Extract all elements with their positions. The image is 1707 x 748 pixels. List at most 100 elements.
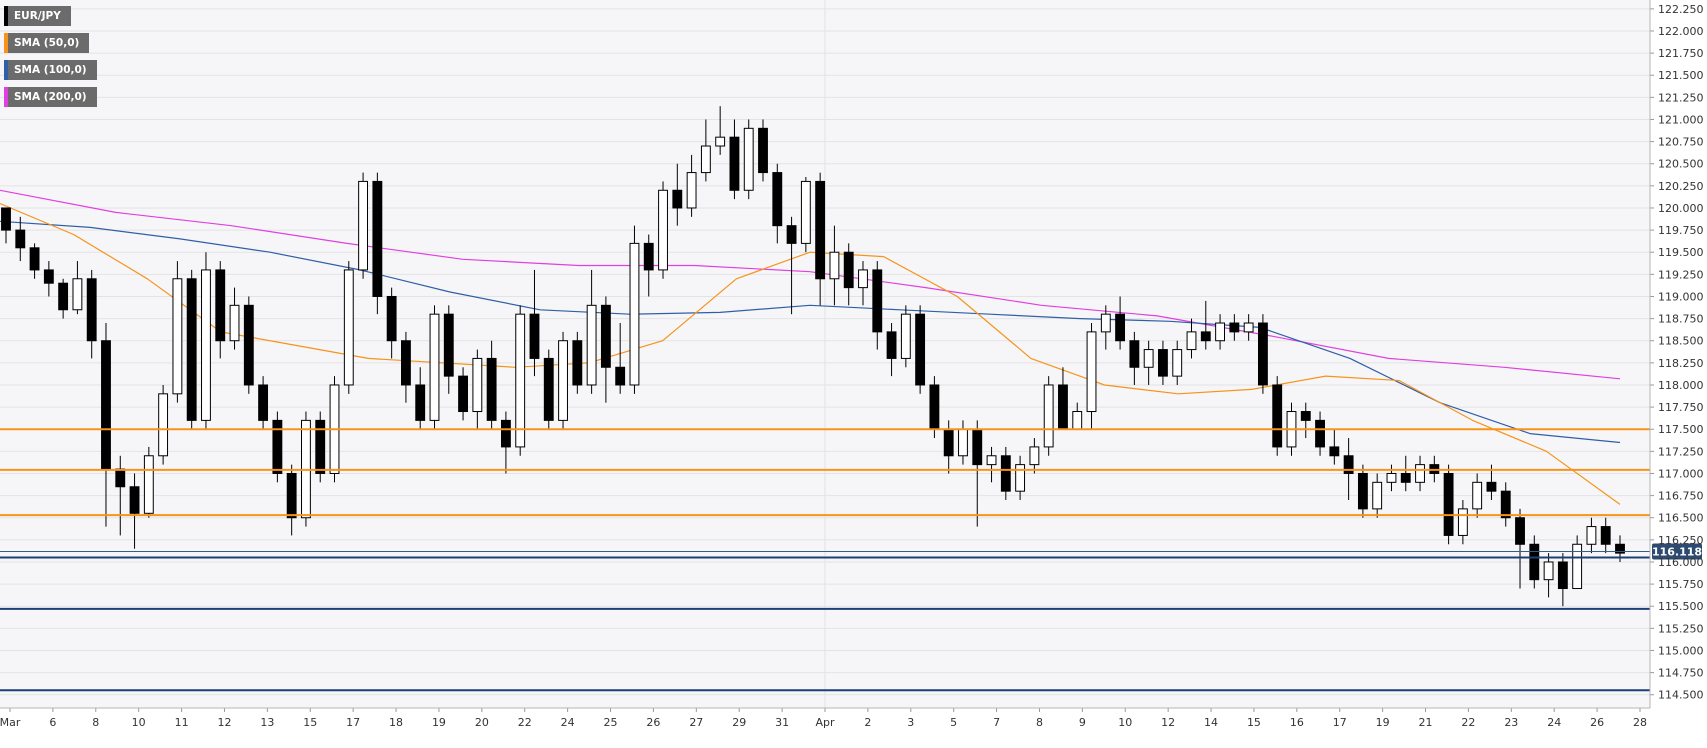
x-tick-label: 8: [1036, 716, 1043, 729]
y-tick-label: 115.750: [1658, 578, 1704, 591]
candle-body-up: [1472, 481, 1483, 510]
legend-item-label: SMA (100,0): [14, 64, 87, 76]
candle: [500, 411, 511, 474]
candle-body-down: [943, 428, 954, 457]
candle-body-down: [43, 269, 54, 284]
x-tick-label: 5: [950, 716, 957, 729]
candle-body-down: [500, 419, 511, 448]
x-tick-label: 7: [993, 716, 1000, 729]
legend-item[interactable]: SMA (200,0): [4, 87, 97, 107]
candle: [215, 261, 226, 359]
y-tick-label: 117.250: [1658, 445, 1704, 458]
y-tick-label: 118.750: [1658, 313, 1704, 326]
legend-item[interactable]: SMA (50,0): [4, 33, 90, 53]
candle-body-up: [1043, 384, 1054, 448]
candle: [1586, 517, 1597, 554]
x-tick-label: 26: [1590, 716, 1604, 729]
candle-body-up: [686, 172, 697, 209]
candle: [1457, 500, 1468, 545]
candle: [1200, 300, 1211, 350]
candle: [1315, 411, 1325, 456]
x-tick-label: 28: [1633, 716, 1647, 729]
candle: [1600, 517, 1611, 554]
candle-body-down: [129, 486, 140, 514]
candle: [529, 269, 540, 377]
x-tick-label: 15: [303, 716, 317, 729]
candle: [872, 261, 883, 350]
candle-body-down: [1, 207, 11, 231]
x-tick-label: 24: [1547, 716, 1561, 729]
candle-body-down: [872, 269, 883, 333]
candle-body-down: [1529, 543, 1540, 581]
candle: [472, 349, 483, 430]
candle-body-up: [1372, 481, 1383, 510]
candle-body-down: [843, 251, 854, 289]
candle-body-up: [1086, 331, 1097, 413]
candle: [715, 106, 726, 155]
candle-body-up: [229, 304, 240, 342]
candle-body-down: [15, 229, 26, 249]
candle-body-down: [272, 419, 283, 474]
level-layer: 116.118: [0, 428, 1702, 692]
candle-body-up: [1072, 411, 1083, 430]
candle-body-down: [401, 340, 411, 386]
candle-body-down: [1615, 543, 1625, 554]
x-tick-label: 23: [1504, 716, 1518, 729]
candle: [1500, 482, 1511, 527]
legend-item[interactable]: SMA (100,0): [4, 60, 97, 80]
candle: [372, 172, 383, 315]
candle-body-up: [343, 269, 354, 386]
candle: [1000, 446, 1011, 501]
candle-body-up: [858, 269, 868, 289]
x-tick-label: 2: [864, 716, 871, 729]
y-tick-label: 114.750: [1658, 667, 1704, 680]
y-tick-label: 119.750: [1658, 224, 1704, 237]
sma-200-line: [0, 189, 1621, 380]
y-tick-label: 121.750: [1658, 47, 1704, 60]
candle-body-up: [558, 340, 568, 421]
candle-body-up: [900, 313, 911, 359]
candle-body-down: [1400, 472, 1411, 483]
candle: [1229, 314, 1240, 341]
candle-body-down: [215, 269, 226, 342]
candle-body-up: [1243, 322, 1254, 333]
x-tick-label: 22: [518, 716, 532, 729]
candle-body-down: [1557, 561, 1568, 590]
x-tick-label: 29: [732, 716, 746, 729]
candle-body-down: [1129, 340, 1140, 368]
candle: [915, 305, 926, 394]
candle-body-up: [358, 180, 369, 271]
candle: [572, 331, 583, 394]
candle-body-down: [243, 304, 254, 386]
y-tick-label: 119.500: [1658, 246, 1704, 259]
candle-body-up: [715, 136, 726, 147]
legend-item[interactable]: EUR/JPY: [4, 6, 71, 26]
candle-body-down: [1257, 322, 1268, 386]
candle: [543, 349, 554, 430]
candle: [658, 181, 668, 279]
y-tick-label: 115.250: [1658, 622, 1704, 635]
candle: [43, 261, 54, 297]
y-tick-label: 121.250: [1658, 91, 1704, 104]
x-tick-label: 26: [646, 716, 660, 729]
candle-body-down: [1000, 455, 1011, 492]
candle-body-down: [386, 295, 397, 342]
candle: [158, 384, 169, 465]
candle: [86, 269, 97, 359]
y-tick-label: 120.000: [1658, 202, 1704, 215]
candle-body-down: [486, 357, 497, 421]
candle-body-down: [729, 136, 740, 191]
x-tick-label: 15: [1247, 716, 1261, 729]
candle-body-down: [1200, 331, 1211, 342]
candle: [843, 243, 854, 306]
candle-body-up: [800, 180, 811, 244]
candle-body-up: [472, 357, 483, 413]
candle: [272, 411, 283, 483]
candle: [286, 464, 297, 536]
y-tick-label: 120.750: [1658, 136, 1704, 149]
candle-body-down: [758, 127, 768, 174]
y-tick-label: 117.500: [1658, 423, 1704, 436]
candle-body-down: [372, 180, 383, 297]
candle-body-down: [443, 313, 454, 377]
